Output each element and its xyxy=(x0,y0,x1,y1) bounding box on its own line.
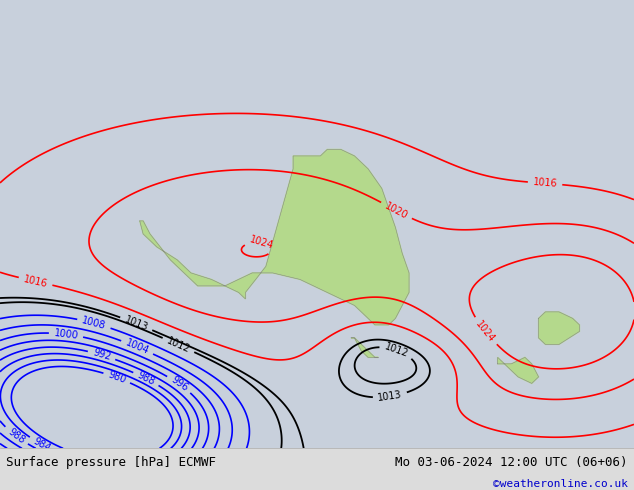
Polygon shape xyxy=(139,149,409,325)
Text: 1008: 1008 xyxy=(81,315,107,331)
Text: 1016: 1016 xyxy=(23,274,49,289)
Text: Surface pressure [hPa] ECMWF: Surface pressure [hPa] ECMWF xyxy=(6,456,216,469)
Text: 1024: 1024 xyxy=(249,235,275,251)
Text: 1012: 1012 xyxy=(165,335,191,355)
Text: 984: 984 xyxy=(32,436,53,453)
Text: 1013: 1013 xyxy=(377,390,403,403)
Text: 1012: 1012 xyxy=(383,342,410,359)
Text: 988: 988 xyxy=(6,426,27,445)
Text: 992: 992 xyxy=(91,348,112,363)
Polygon shape xyxy=(498,357,538,383)
Text: 1013: 1013 xyxy=(123,315,150,333)
Text: 996: 996 xyxy=(169,375,190,393)
Text: 988: 988 xyxy=(136,370,157,387)
Text: 1020: 1020 xyxy=(383,200,410,221)
Text: 1024: 1024 xyxy=(474,318,497,344)
Text: Mo 03-06-2024 12:00 UTC (06+06): Mo 03-06-2024 12:00 UTC (06+06) xyxy=(395,456,628,469)
Text: ©weatheronline.co.uk: ©weatheronline.co.uk xyxy=(493,479,628,489)
Text: 1000: 1000 xyxy=(53,328,79,341)
Text: 1004: 1004 xyxy=(124,338,150,357)
Text: 980: 980 xyxy=(107,370,127,386)
Polygon shape xyxy=(538,312,579,344)
Text: 1016: 1016 xyxy=(533,177,558,189)
Polygon shape xyxy=(351,338,378,357)
